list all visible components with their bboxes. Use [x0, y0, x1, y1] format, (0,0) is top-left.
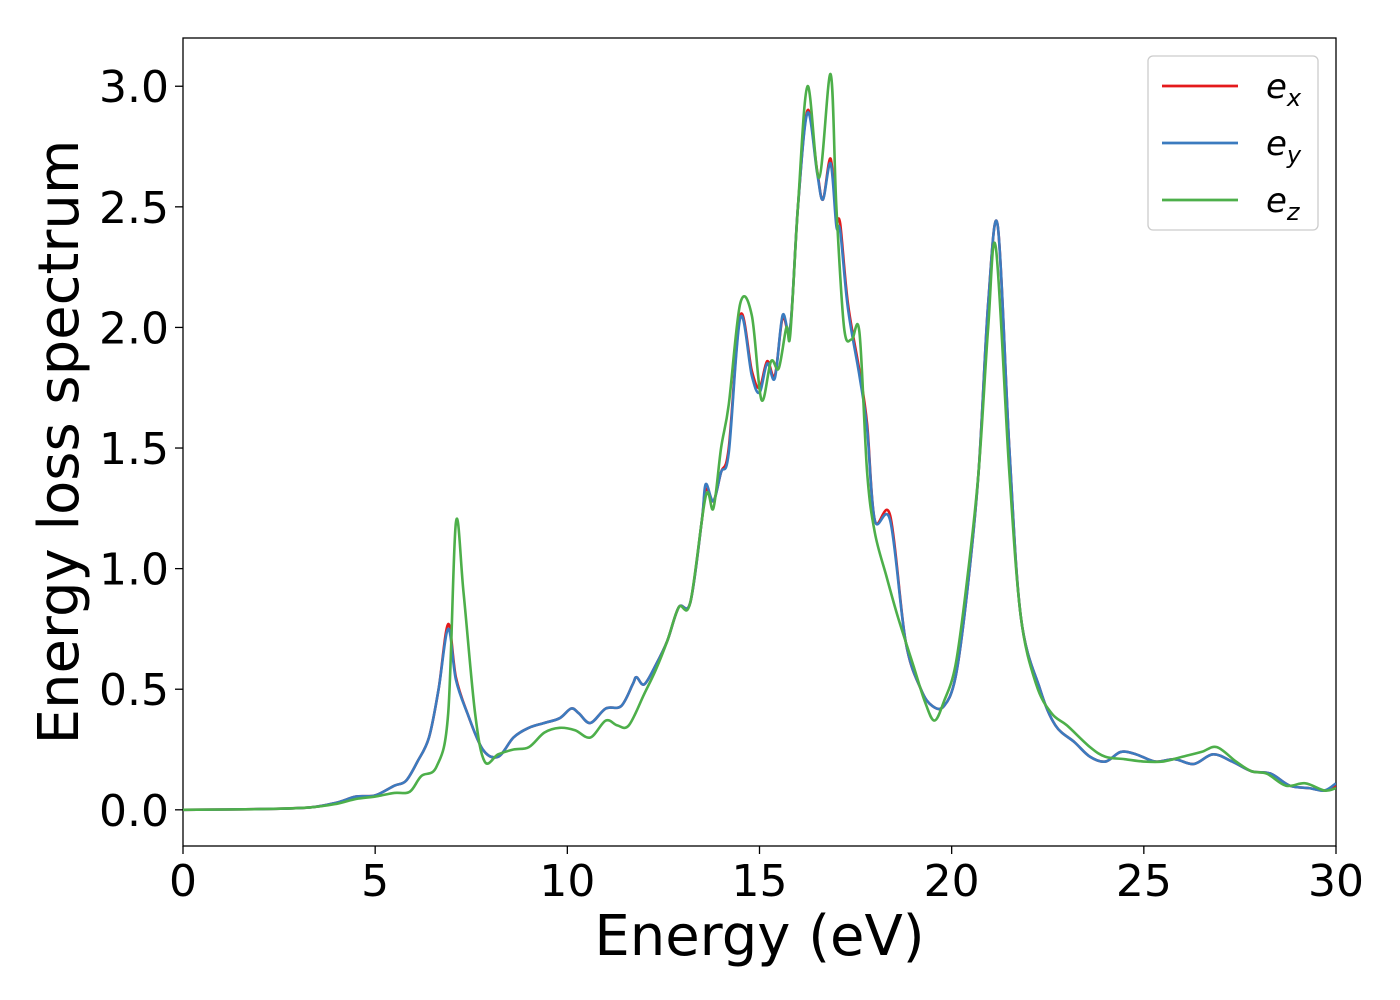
legend-label-x: ex — [1266, 67, 1302, 112]
series-lines — [183, 72, 1336, 812]
x-axis-ticks: 0 5 10 15 20 25 30 — [169, 846, 1364, 907]
y-tick-label: 0.5 — [99, 665, 169, 716]
y-axis-ticks: 0.0 0.5 1.0 1.5 2.0 2.5 3.0 — [99, 62, 183, 837]
legend-label-y: ey — [1266, 124, 1302, 169]
legend-label-z: ez — [1266, 181, 1301, 226]
x-tick-label: 10 — [539, 856, 595, 907]
x-tick-label: 0 — [169, 856, 197, 907]
legend: ex ey ez — [1147, 55, 1319, 231]
series-line-z — [183, 72, 1336, 812]
x-tick-label: 5 — [361, 856, 389, 907]
y-tick-label: 1.0 — [99, 545, 169, 596]
x-tick-label: 20 — [924, 856, 980, 907]
x-tick-label: 15 — [732, 856, 788, 907]
y-tick-label: 2.5 — [99, 183, 169, 234]
x-axis-title: Energy (eV) — [594, 904, 924, 969]
x-tick-label: 25 — [1116, 856, 1172, 907]
y-tick-label: 2.0 — [99, 303, 169, 354]
y-tick-label: 0.0 — [99, 786, 169, 837]
x-tick-label: 30 — [1308, 856, 1364, 907]
y-axis-title: Energy loss spectrum — [27, 140, 92, 745]
y-tick-label: 1.5 — [99, 424, 169, 475]
y-tick-label: 3.0 — [99, 62, 169, 113]
